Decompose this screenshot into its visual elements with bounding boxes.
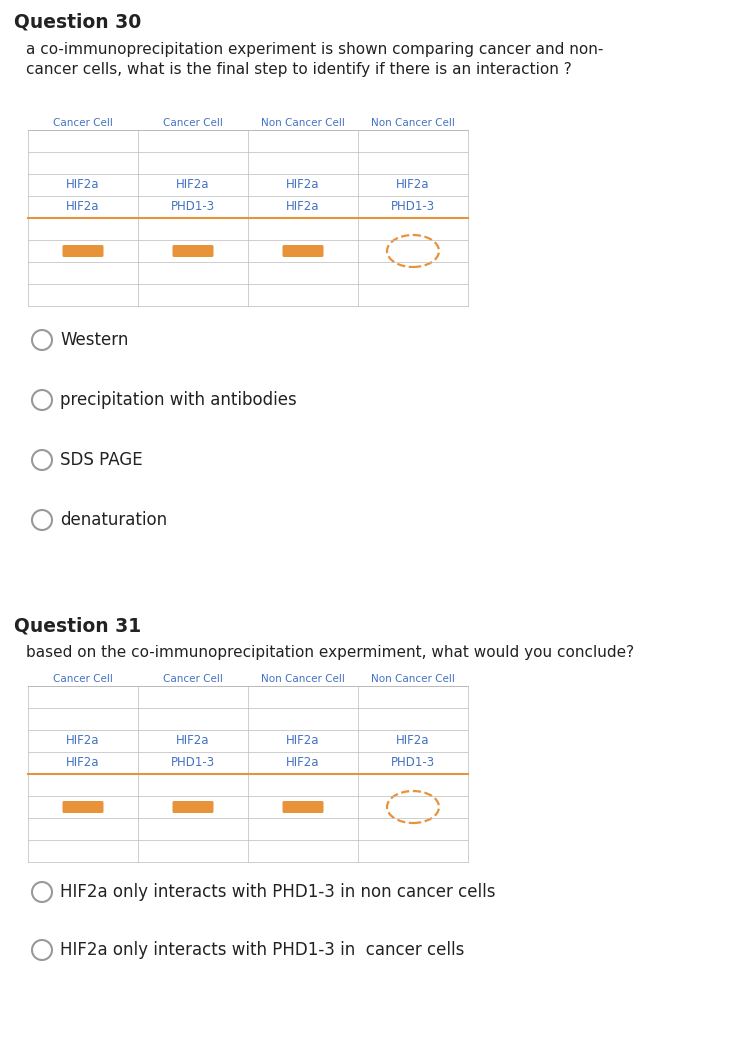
Text: Cancer Cell: Cancer Cell [53,118,113,128]
Text: HIF2a: HIF2a [286,201,320,213]
Text: denaturation: denaturation [60,511,167,529]
Text: HIF2a only interacts with PHD1-3 in non cancer cells: HIF2a only interacts with PHD1-3 in non … [60,883,496,901]
Text: Western: Western [60,331,128,349]
Text: a co-immunoprecipitation experiment is shown comparing cancer and non-: a co-immunoprecipitation experiment is s… [26,42,603,57]
Text: HIF2a: HIF2a [286,734,320,747]
Text: HIF2a only interacts with PHD1-3 in  cancer cells: HIF2a only interacts with PHD1-3 in canc… [60,941,465,959]
Text: HIF2a: HIF2a [176,734,209,747]
Text: SDS PAGE: SDS PAGE [60,451,143,469]
Text: Cancer Cell: Cancer Cell [163,118,223,128]
Text: HIF2a: HIF2a [67,756,100,769]
Text: based on the co-immunoprecipitation expermiment, what would you conclude?: based on the co-immunoprecipitation expe… [26,645,634,660]
Text: Question 31: Question 31 [14,618,141,636]
FancyBboxPatch shape [62,245,104,257]
FancyBboxPatch shape [283,245,323,257]
FancyBboxPatch shape [283,801,323,813]
Text: HIF2a: HIF2a [176,178,209,191]
Text: PHD1-3: PHD1-3 [391,756,435,769]
Text: HIF2a: HIF2a [286,756,320,769]
Text: Non Cancer Cell: Non Cancer Cell [261,118,345,128]
Text: PHD1-3: PHD1-3 [171,756,215,769]
Text: PHD1-3: PHD1-3 [391,201,435,213]
FancyBboxPatch shape [172,801,214,813]
Text: HIF2a: HIF2a [67,201,100,213]
Text: PHD1-3: PHD1-3 [171,201,215,213]
Text: Question 30: Question 30 [14,12,141,31]
Text: cancer cells, what is the final step to identify if there is an interaction ?: cancer cells, what is the final step to … [26,62,572,77]
Text: Cancer Cell: Cancer Cell [53,674,113,684]
FancyBboxPatch shape [172,245,214,257]
Text: HIF2a: HIF2a [67,178,100,191]
Text: Cancer Cell: Cancer Cell [163,674,223,684]
Text: HIF2a: HIF2a [67,734,100,747]
FancyBboxPatch shape [62,801,104,813]
Text: precipitation with antibodies: precipitation with antibodies [60,392,297,408]
Text: Non Cancer Cell: Non Cancer Cell [261,674,345,684]
Text: HIF2a: HIF2a [286,178,320,191]
Text: Non Cancer Cell: Non Cancer Cell [371,118,455,128]
Text: Non Cancer Cell: Non Cancer Cell [371,674,455,684]
Text: HIF2a: HIF2a [396,178,430,191]
Text: HIF2a: HIF2a [396,734,430,747]
